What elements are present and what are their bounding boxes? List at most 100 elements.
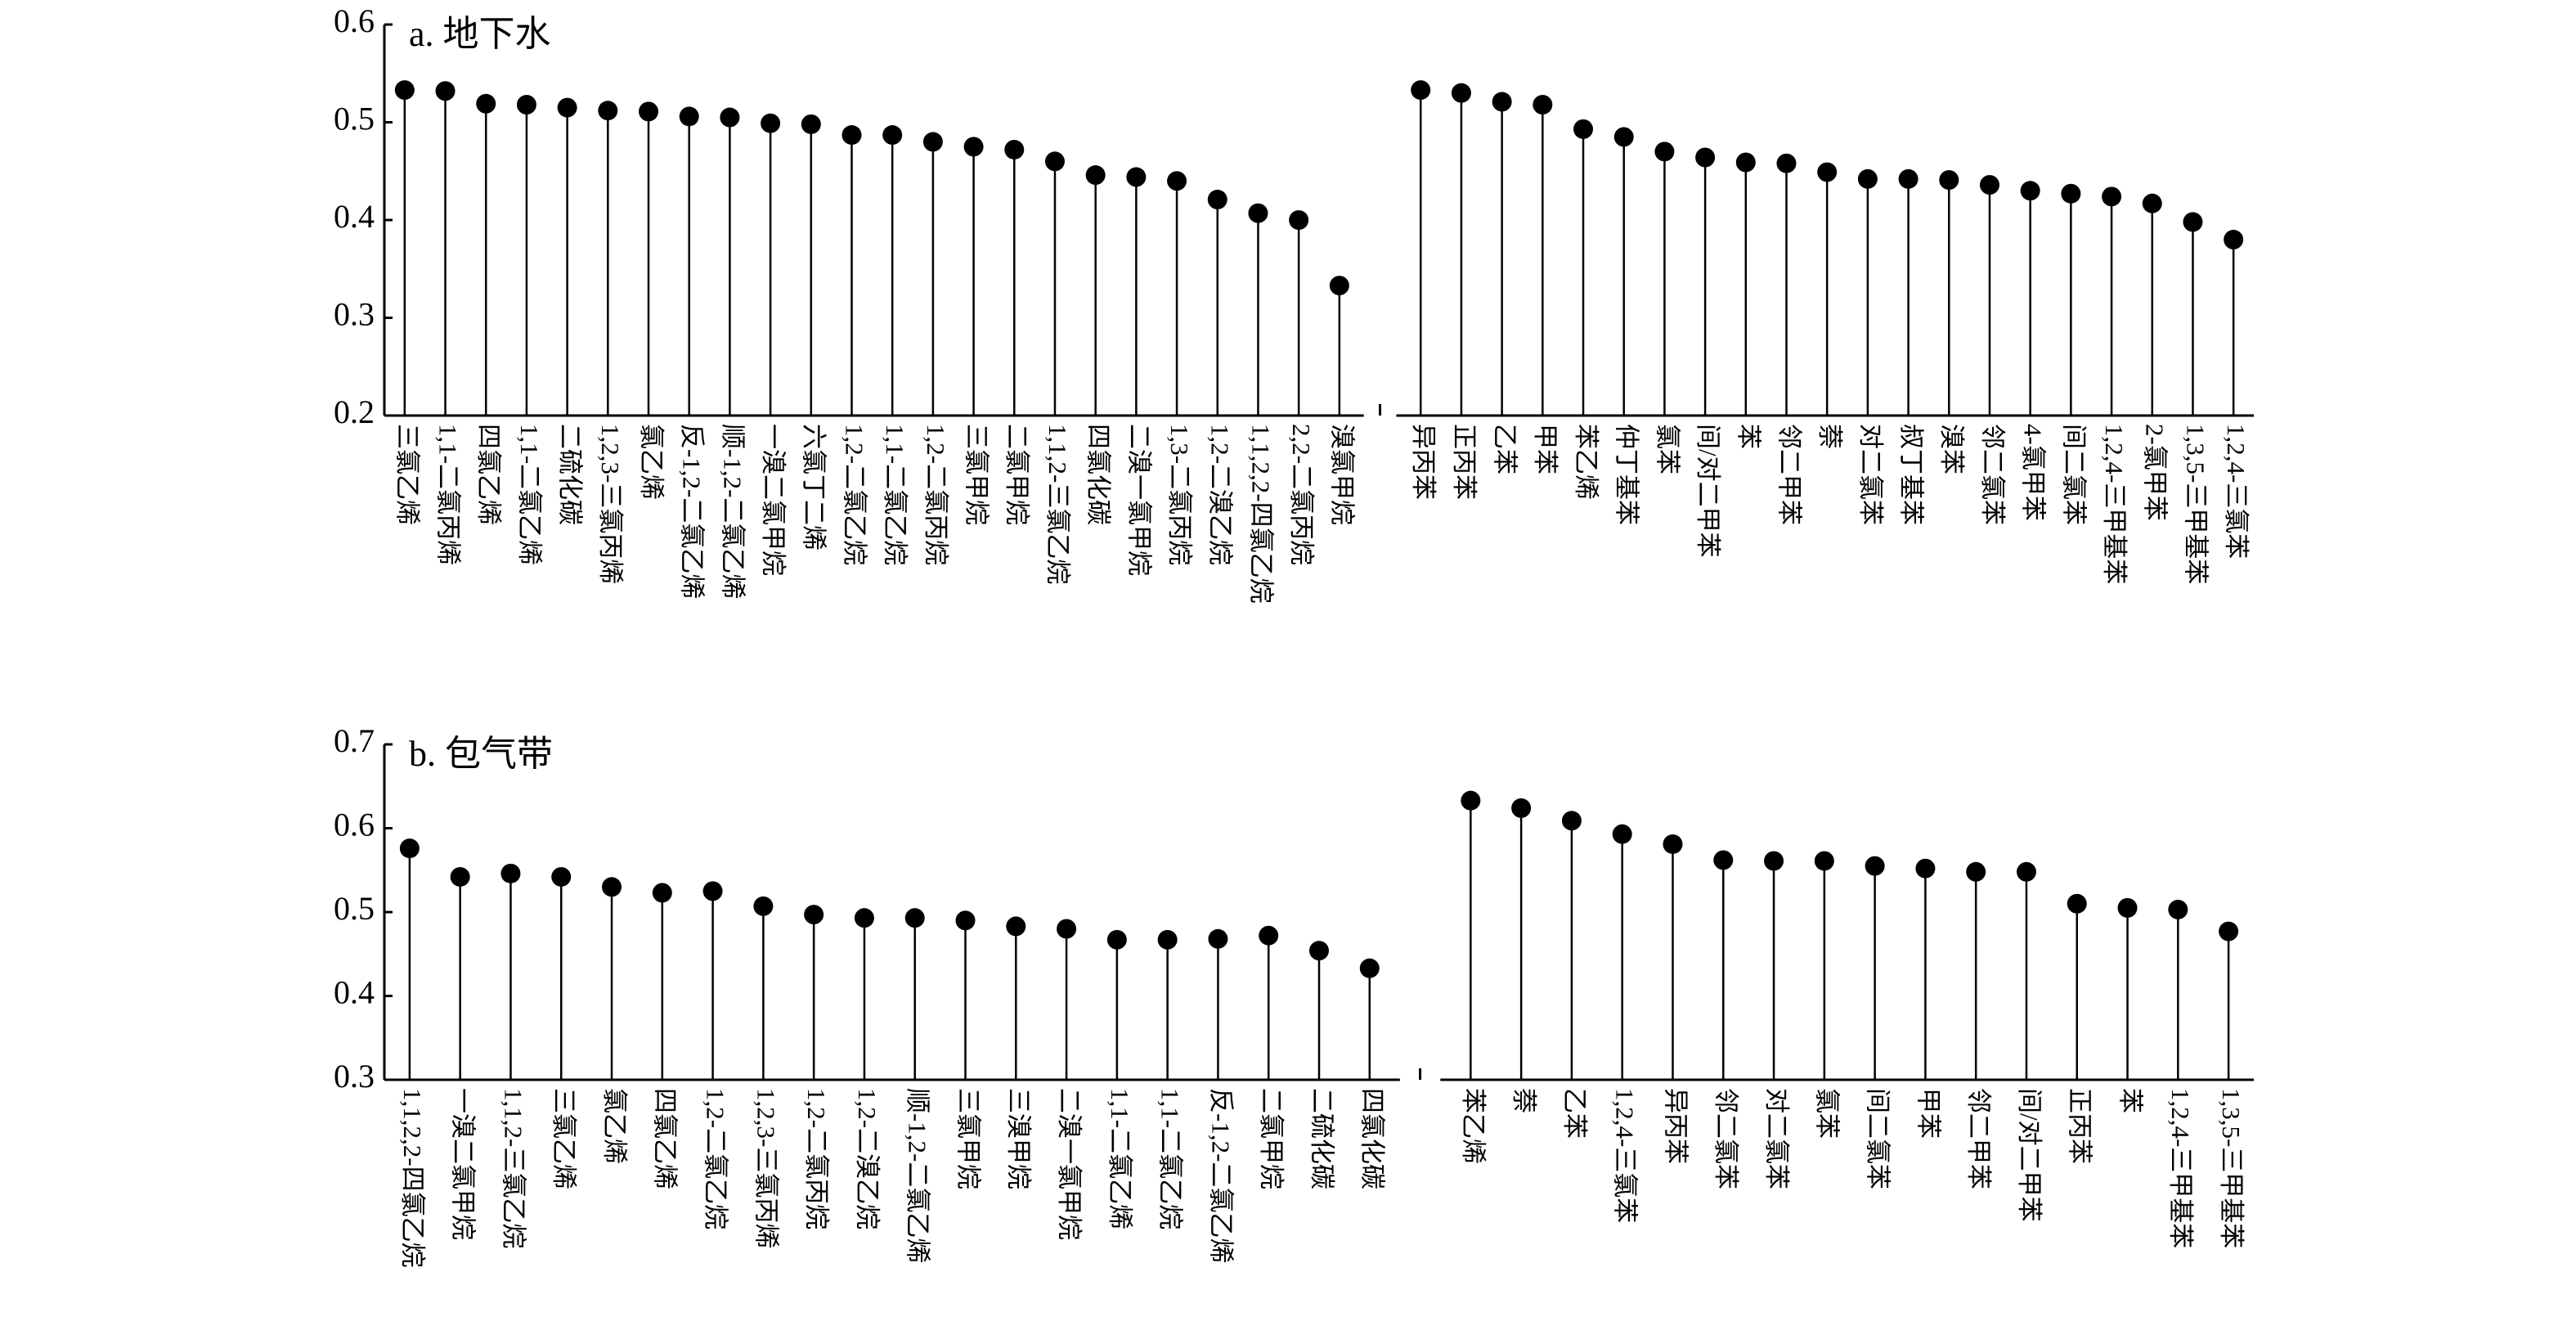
x-tick-label: 甲苯 — [1531, 424, 1560, 474]
x-tick-label: 1,2-二氯丙烷 — [802, 1088, 831, 1229]
x-tick-label: 1,1-二氯乙烯 — [515, 424, 544, 565]
y-tick-label: 0.5 — [334, 101, 375, 137]
x-tick-label: 二溴一氯甲烷 — [1124, 424, 1153, 576]
marker — [804, 905, 824, 925]
x-tick-label: 1,2,4-三氯苯 — [1611, 1088, 1640, 1223]
x-tick-label: 1,1,2,2-四氯乙烷 — [1246, 424, 1275, 604]
marker — [720, 107, 740, 128]
x-tick-label: 1,1-二氯乙烷 — [1156, 1088, 1185, 1229]
marker — [1857, 169, 1878, 189]
marker — [2168, 899, 2188, 919]
marker — [1814, 851, 1834, 871]
marker — [1492, 92, 1512, 112]
x-tick-label: 邻二氯苯 — [1978, 424, 2007, 525]
marker — [1057, 919, 1077, 939]
marker — [1208, 928, 1228, 949]
x-tick-label: 间/对二甲苯 — [1694, 424, 1722, 558]
x-tick-label: 二硫化碳 — [556, 424, 585, 525]
x-tick-label: 一溴二氯甲烷 — [759, 424, 788, 576]
x-tick-label: 1,2-二氯丙烷 — [922, 424, 950, 565]
marker — [841, 125, 862, 146]
x-tick-label: 四氯化碳 — [1358, 1088, 1387, 1189]
x-tick-label: 氯乙烯 — [637, 424, 666, 500]
x-tick-label: 间二氯苯 — [2059, 424, 2088, 525]
marker — [598, 101, 618, 121]
x-tick-label: 1,1,2-三氯乙烷 — [1043, 424, 1072, 584]
x-tick-label: 1,2-二氯乙烷 — [701, 1088, 729, 1229]
x-tick-label: 二溴一氯甲烷 — [1055, 1088, 1084, 1240]
x-tick-label: 四氯乙烯 — [651, 1088, 680, 1189]
y-tick-label: 0.5 — [334, 890, 375, 927]
x-tick-label: 4-氯甲苯 — [2019, 424, 2048, 521]
x-tick-label: 三溴甲烷 — [1004, 1088, 1033, 1189]
marker — [602, 877, 622, 897]
marker — [1915, 858, 1936, 879]
marker — [2117, 897, 2138, 918]
x-tick-label: 二氯甲烷 — [1003, 424, 1031, 525]
chart-title: b. 包气带 — [409, 734, 553, 774]
x-tick-label: 1,1-二氯丙烯 — [433, 424, 462, 565]
x-tick-label: 正丙苯 — [2066, 1088, 2094, 1164]
y-tick-label: 0.6 — [334, 2, 375, 39]
x-tick-label: 三氯甲烷 — [954, 1088, 982, 1189]
x-tick-label: 1,3,5-三甲基苯 — [2217, 1088, 2246, 1248]
x-tick-label: 苯 — [2116, 1088, 2144, 1113]
x-tick-label: 叔丁基苯 — [1896, 424, 1925, 525]
x-tick-label: 1,1-二氯乙烷 — [881, 424, 909, 565]
x-tick-label: 氯乙烯 — [600, 1088, 629, 1164]
marker — [1511, 798, 1532, 818]
marker — [557, 97, 577, 118]
x-tick-label: 苯乙烯 — [1459, 1088, 1488, 1164]
x-tick-label: 顺-1,2-二氯乙烯 — [904, 1088, 932, 1263]
x-tick-label: 三氯乙烯 — [550, 1088, 578, 1189]
x-tick-label: 乙苯 — [1560, 1088, 1589, 1139]
marker — [963, 137, 984, 157]
marker — [801, 114, 821, 134]
marker — [1451, 83, 1471, 103]
x-tick-label: 1,2-二溴乙烷 — [1206, 424, 1235, 565]
y-tick-label: 0.2 — [334, 393, 375, 430]
x-tick-label: 顺-1,2-二氯乙烯 — [718, 424, 747, 599]
x-tick-label: 2,2-二氯丙烷 — [1287, 424, 1316, 565]
x-tick-label: 邻二甲苯 — [1775, 424, 1803, 525]
marker — [551, 866, 572, 887]
marker — [882, 125, 903, 146]
x-tick-label: 1,2,4-三甲基苯 — [2166, 1088, 2195, 1248]
marker — [2183, 212, 2203, 232]
x-tick-label: 1,1,2,2-四氯乙烷 — [398, 1088, 427, 1268]
marker — [476, 93, 496, 114]
marker — [1776, 153, 1797, 173]
marker — [679, 106, 699, 127]
marker — [1573, 119, 1594, 139]
x-tick-label: 间/对二甲苯 — [2015, 1088, 2044, 1222]
marker — [1654, 142, 1675, 162]
x-tick-label: 二硫化碳 — [1308, 1088, 1336, 1189]
marker — [450, 866, 470, 887]
marker — [1248, 203, 1268, 223]
marker — [1259, 925, 1279, 946]
x-tick-label: 1,3,5-三甲基苯 — [2181, 424, 2210, 584]
x-tick-label: 1,3-二氯丙烷 — [1165, 424, 1194, 565]
marker — [1612, 824, 1632, 844]
y-tick-label: 0.4 — [334, 198, 375, 235]
x-tick-label: 乙苯 — [1491, 424, 1519, 474]
x-tick-label: 萘 — [1815, 424, 1844, 449]
marker — [2016, 861, 2036, 882]
marker — [1411, 80, 1431, 101]
marker — [1006, 916, 1026, 937]
marker — [1561, 811, 1582, 831]
marker — [1979, 174, 1999, 195]
y-tick-label: 0.3 — [334, 296, 375, 333]
x-tick-label: 氯苯 — [1813, 1088, 1842, 1139]
marker — [955, 910, 976, 931]
x-tick-label: 反-1,2-二氯乙烯 — [1206, 1088, 1235, 1263]
x-tick-label: 异丙苯 — [1661, 1088, 1690, 1164]
marker — [1966, 861, 1986, 882]
x-tick-label: 反-1,2-二氯乙烯 — [678, 424, 707, 599]
x-tick-label: 一溴二氯甲烷 — [449, 1088, 478, 1240]
x-tick-label: 仲丁基苯 — [1613, 424, 1641, 525]
marker — [854, 908, 874, 928]
marker — [394, 80, 415, 101]
x-tick-label: 2-氯甲苯 — [2141, 424, 2170, 521]
